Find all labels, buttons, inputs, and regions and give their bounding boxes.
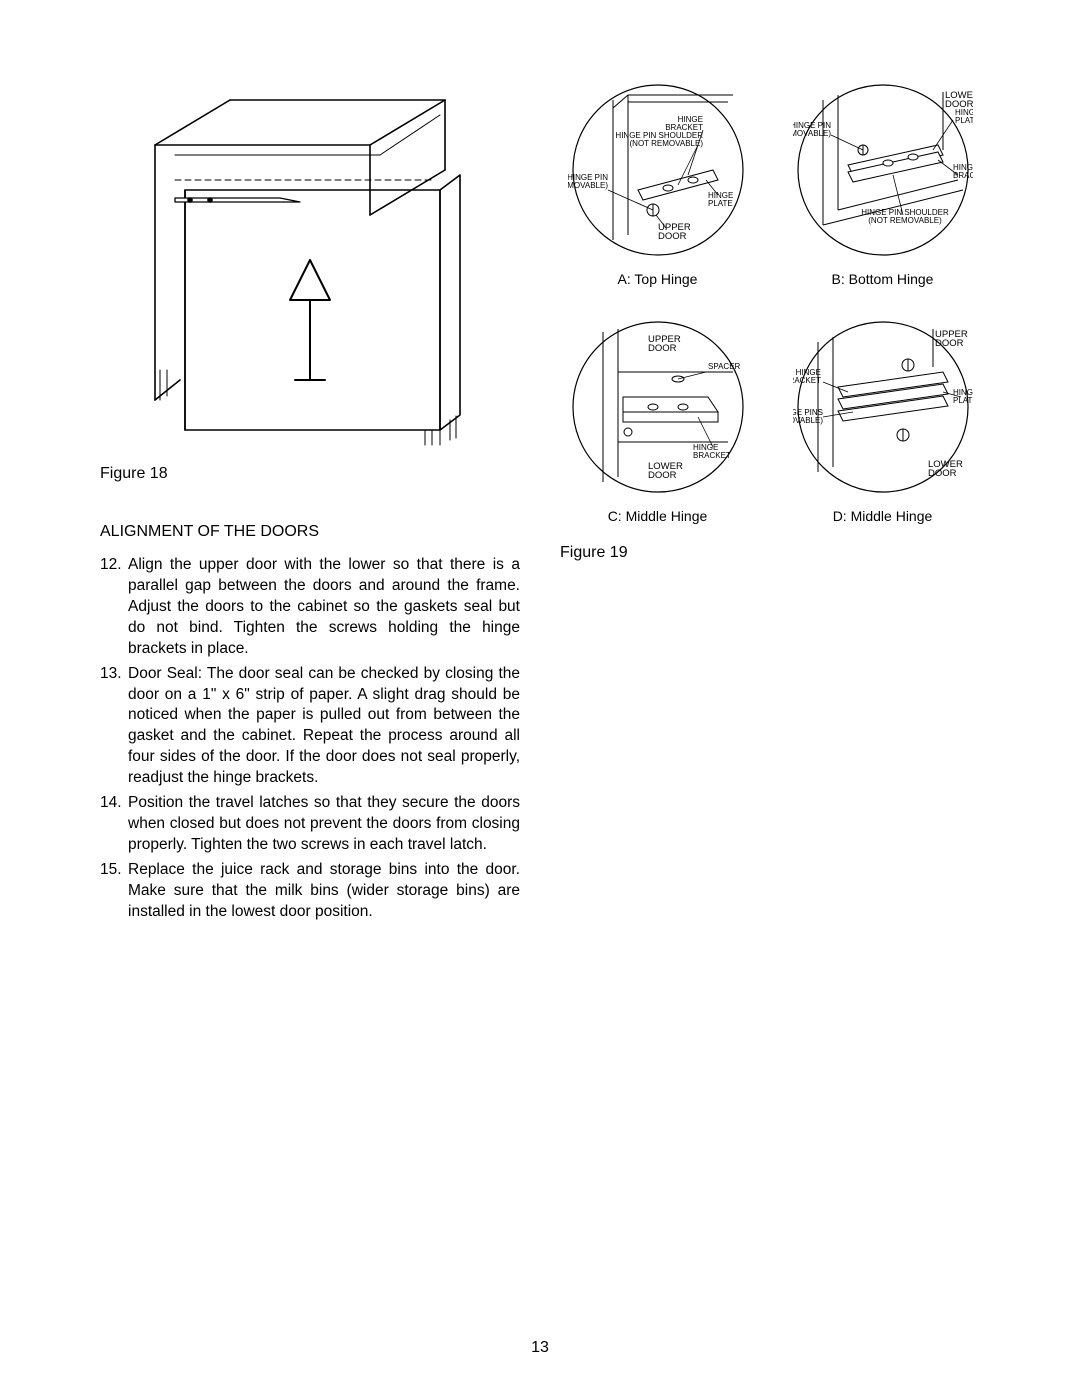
detail-d-caption: D: Middle Hinge xyxy=(785,508,980,524)
item-text: Align the upper door with the lower so t… xyxy=(128,555,520,660)
instruction-item: 15. Replace the juice rack and storage b… xyxy=(100,860,520,923)
svg-text:HINGEBRACKET: HINGEBRACKET xyxy=(665,115,703,132)
detail-a: HINGEBRACKET HINGE PIN SHOULDER(NOT REMO… xyxy=(560,80,755,287)
svg-text:HINGEBRACKET: HINGEBRACKET xyxy=(693,443,731,460)
item-number: 13. xyxy=(100,664,128,790)
svg-text:HINGEPLATE: HINGEPLATE xyxy=(955,108,973,125)
detail-d: UPPERDOOR HINGEBRACKET HINGE PINS(REMOVA… xyxy=(785,317,980,524)
left-column: Figure 18 ALIGNMENT OF THE DOORS 12. Ali… xyxy=(100,80,520,927)
svg-text:LOWERDOOR: LOWERDOOR xyxy=(945,90,973,110)
detail-d-drawing: UPPERDOOR HINGEBRACKET HINGE PINS(REMOVA… xyxy=(793,317,973,497)
item-text: Replace the juice rack and storage bins … xyxy=(128,860,520,923)
svg-text:SPACER: SPACER xyxy=(708,362,741,371)
figure-19-caption: Figure 19 xyxy=(560,544,980,562)
detail-b: LOWERDOOR HINGEPLATE HINGE PIN(REMOVABLE… xyxy=(785,80,980,287)
detail-c-drawing: UPPERDOOR SPACER HINGEBRACKET LOWERDOOR xyxy=(568,317,748,497)
svg-text:HINGE PIN SHOULDER(NOT REMOVAB: HINGE PIN SHOULDER(NOT REMOVABLE) xyxy=(615,131,703,148)
detail-c: UPPERDOOR SPACER HINGEBRACKET LOWERDOOR … xyxy=(560,317,755,524)
figure-18: Figure 18 xyxy=(100,80,520,483)
detail-c-caption: C: Middle Hinge xyxy=(560,508,755,524)
page-number: 13 xyxy=(531,1339,549,1357)
svg-text:HINGE PIN(REMOVABLE): HINGE PIN(REMOVABLE) xyxy=(793,121,831,138)
figure-18-drawing xyxy=(100,80,480,450)
item-number: 14. xyxy=(100,793,128,856)
instruction-item: 12. Align the upper door with the lower … xyxy=(100,555,520,660)
instruction-item: 14. Position the travel latches so that … xyxy=(100,793,520,856)
figure-18-caption: Figure 18 xyxy=(100,465,520,483)
detail-a-caption: A: Top Hinge xyxy=(560,271,755,287)
detail-b-drawing: LOWERDOOR HINGEPLATE HINGE PIN(REMOVABLE… xyxy=(793,80,973,260)
item-text: Position the travel latches so that they… xyxy=(128,793,520,856)
svg-text:UPPERDOOR: UPPERDOOR xyxy=(935,329,968,349)
svg-text:UPPERDOOR: UPPERDOOR xyxy=(648,334,681,354)
right-column: HINGEBRACKET HINGE PIN SHOULDER(NOT REMO… xyxy=(560,80,980,927)
svg-text:HINGE PIN(REMOVABLE): HINGE PIN(REMOVABLE) xyxy=(568,173,608,190)
svg-text:UPPERDOOR: UPPERDOOR xyxy=(658,222,691,242)
svg-text:HINGEBRACKET: HINGEBRACKET xyxy=(793,368,821,385)
alignment-heading: ALIGNMENT OF THE DOORS xyxy=(100,523,520,541)
figure-19-grid: HINGEBRACKET HINGE PIN SHOULDER(NOT REMO… xyxy=(560,80,980,524)
instruction-list: 12. Align the upper door with the lower … xyxy=(100,555,520,923)
svg-text:LOWERDOOR: LOWERDOOR xyxy=(648,461,683,481)
detail-a-drawing: HINGEBRACKET HINGE PIN SHOULDER(NOT REMO… xyxy=(568,80,748,260)
svg-text:HINGE PINS(REMOVABLE): HINGE PINS(REMOVABLE) xyxy=(793,408,823,425)
page-columns: Figure 18 ALIGNMENT OF THE DOORS 12. Ali… xyxy=(100,80,980,927)
item-number: 12. xyxy=(100,555,128,660)
svg-text:HINGE PIN SHOULDER(NOT REMOVAB: HINGE PIN SHOULDER(NOT REMOVABLE) xyxy=(861,208,949,225)
instruction-item: 13. Door Seal: The door seal can be chec… xyxy=(100,664,520,790)
svg-text:LOWERDOOR: LOWERDOOR xyxy=(928,459,963,479)
detail-b-caption: B: Bottom Hinge xyxy=(785,271,980,287)
item-text: Door Seal: The door seal can be checked … xyxy=(128,664,520,790)
svg-text:HINGEPLATE: HINGEPLATE xyxy=(708,191,733,208)
svg-text:HINGEPLATES: HINGEPLATES xyxy=(953,388,973,405)
item-number: 15. xyxy=(100,860,128,923)
svg-text:HINGEBRACKET: HINGEBRACKET xyxy=(953,163,973,180)
